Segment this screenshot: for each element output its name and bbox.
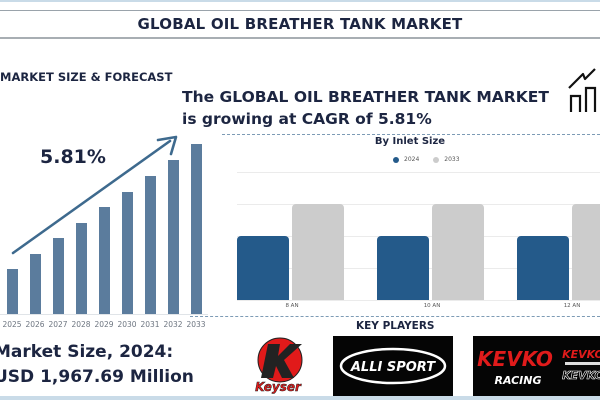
gridline [237,204,600,205]
inlet-bar-2024 [517,236,569,300]
market-size-label: Market Size, 2024: [0,342,174,362]
logo-allisport-text: ALLI SPORT [350,360,436,375]
forecast-bar [30,254,41,315]
forecast-bar [76,223,87,315]
forecast-year-label: 2028 [71,320,91,329]
legend-item-2024: 2024 [393,156,419,163]
legend-label-2033: 2033 [444,156,460,163]
gridline [237,300,600,301]
logo-kevko-subtext: RACING [494,374,541,387]
inlet-bar-2024 [377,236,429,300]
svg-text:KEVKO: KEVKO [562,348,600,361]
divider-top [222,134,600,135]
gridline [237,172,600,173]
inlet-bar-2024 [237,236,289,300]
inlet-bar-2033 [432,204,484,300]
forecast-heading: MARKET SIZE & FORECAST [0,70,173,84]
forecast-year-label: 2033 [186,320,206,329]
inlet-bar-2033 [572,204,600,300]
forecast-bar [122,192,133,315]
legend-label-2024: 2024 [404,156,420,163]
market-size-text: Market Size, 2024: USD 1,967.69 Million [0,340,194,390]
forecast-bar [99,207,110,315]
logo-kevko-racing: KEVKO RACING KEVKO KEVKO [473,336,600,396]
key-players-title: KEY PLAYERS [356,320,435,332]
forecast-bar [53,238,64,315]
forecast-year-label: 2032 [163,320,183,329]
forecast-year-label: 2030 [117,320,137,329]
forecast-year-label: 2026 [25,320,45,329]
inlet-chart-legend: 2024 2033 [393,156,460,163]
logo-keyser: Keyser [248,336,340,396]
logo-allisport: ALLI SPORT [333,336,453,396]
forecast-year-label: 2029 [94,320,114,329]
cagr-headline: The GLOBAL OIL BREATHER TANK MARKET is g… [182,88,549,128]
logo-keyser-text: Keyser [255,380,302,394]
market-size-value: USD 1,967.69 Million [0,367,194,387]
inlet-category-label: 12 AN [563,303,581,309]
page-title: GLOBAL OIL BREATHER TANK MARKET [137,15,463,33]
forecast-bar [191,144,202,315]
cagr-value: 5.81% [40,146,106,168]
divider-bottom [190,316,600,317]
bottom-accent-strip [0,396,600,400]
forecast-baseline [0,314,208,315]
forecast-year-label: 2031 [140,320,160,329]
forecast-year-label: 2027 [48,320,68,329]
forecast-bar [145,176,156,315]
forecast-bar [168,160,179,315]
forecast-year-label: 2025 [2,320,22,329]
legend-dot-2033 [433,156,440,163]
top-accent-strip [0,0,600,2]
growth-chart-icon [568,68,597,112]
inlet-category-label: 8 AN [285,303,299,309]
inlet-bar-2033 [292,204,344,300]
legend-dot-2024 [393,156,399,163]
title-band: GLOBAL OIL BREATHER TANK MARKET [0,10,600,39]
forecast-bar-chart [0,140,212,315]
trend-arrow-icon [11,135,178,255]
legend-item-2033: 2033 [433,156,460,163]
inlet-category-label: 10 AN [423,303,441,309]
inlet-chart-title: By Inlet Size [374,136,446,147]
svg-text:KEVKO: KEVKO [562,369,600,382]
logo-kevko-text: KEVKO [477,347,553,371]
forecast-bar [7,269,18,315]
